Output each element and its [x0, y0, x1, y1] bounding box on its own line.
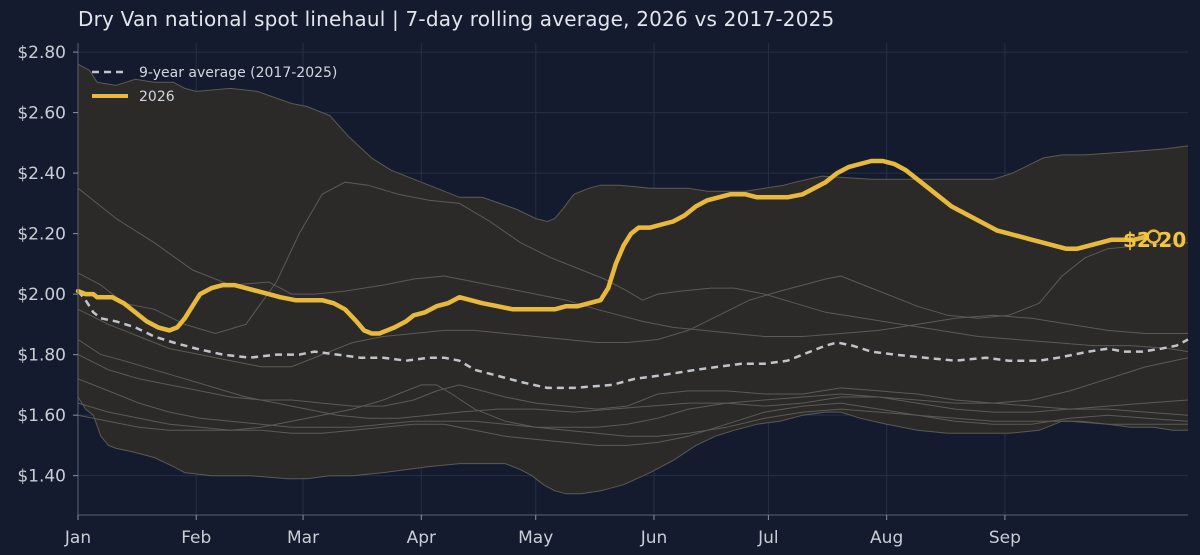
historical-year-line-5 — [77, 378, 1189, 428]
x-tick-label-2: Mar — [287, 528, 319, 548]
band-upper-edge — [77, 63, 1189, 223]
x-tick-label-8: Sep — [989, 528, 1021, 548]
historical-year-line-1 — [77, 181, 1189, 353]
y-tick-label-0: $2.80 — [17, 43, 66, 63]
y-tick-label-3: $2.20 — [17, 225, 66, 245]
historical-year-line-6 — [77, 402, 1189, 446]
series-line-average — [77, 290, 1189, 390]
y-tick-label-1: $2.60 — [17, 104, 66, 124]
x-tick-label-3: Apr — [407, 528, 436, 548]
historical-year-line-2 — [77, 242, 1189, 368]
chart-title: Dry Van national spot linehaul | 7-day r… — [78, 7, 835, 31]
y-tick-label-5: $1.80 — [17, 346, 66, 366]
historical-lines — [77, 181, 1189, 446]
historical-year-line-4 — [77, 354, 1189, 410]
x-tick-label-1: Feb — [181, 528, 211, 548]
legend-label-average: 9-year average (2017-2025) — [139, 65, 337, 81]
y-tick-label-7: $1.40 — [17, 467, 66, 487]
axes: $2.80 $2.60 $2.40 $2.20 $2.00 $1.80 $1.60 $1.40… — [17, 43, 1188, 548]
legend-label-2026: 2026 — [139, 89, 175, 105]
y-tick-label-6: $1.60 — [17, 406, 66, 426]
x-tick-label-6: Jul — [757, 528, 779, 548]
x-tick-label-4: May — [518, 528, 553, 548]
band-lower-edge — [77, 396, 1188, 495]
y-tick-label-2: $2.40 — [17, 164, 66, 184]
end-marker-point — [1146, 229, 1161, 244]
y-tick-label-4: $2.00 — [17, 285, 66, 305]
historical-range-band-layer — [77, 63, 1189, 495]
historical-year-line-7 — [77, 384, 1188, 437]
x-tick-label-0: Jan — [64, 528, 91, 548]
series-line-2026 — [75, 158, 1156, 336]
series-layer — [75, 158, 1189, 390]
x-tick-label-7: Aug — [870, 528, 903, 548]
x-tick-label-5: Jun — [640, 528, 668, 548]
historical-range-band — [78, 64, 1188, 494]
historical-year-line-3 — [77, 339, 1189, 419]
end-annotation: $2.20 — [1123, 228, 1186, 252]
end-value-label: $2.20 — [1123, 228, 1186, 252]
legend: 9-year average (2017-2025) 2026 — [92, 65, 337, 105]
